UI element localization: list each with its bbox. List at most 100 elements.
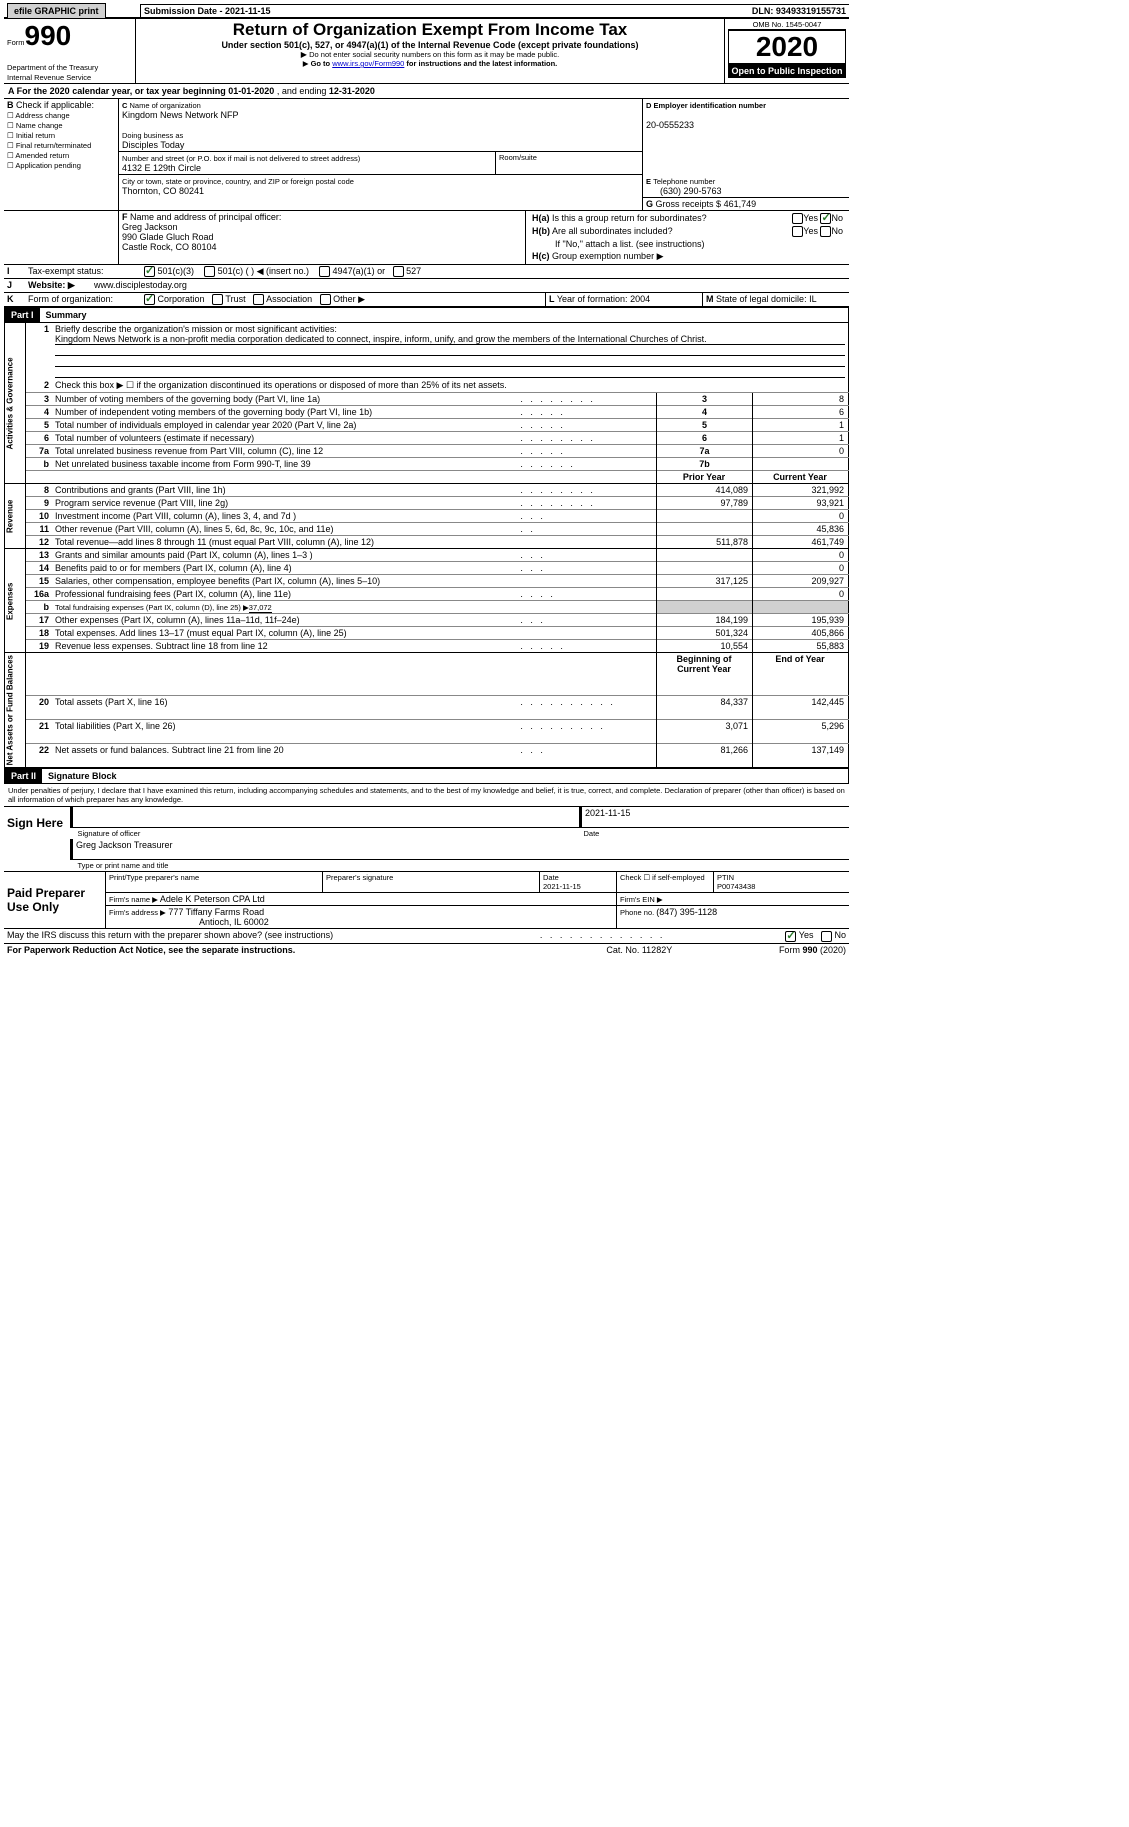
side-netassets: Net Assets or Fund Balances	[5, 653, 26, 768]
k-trust[interactable]	[212, 294, 223, 305]
addr-label: Number and street (or P.O. box if mail i…	[122, 154, 360, 163]
sign-here-block: Sign Here 2021-11-15 Signature of office…	[4, 806, 849, 872]
b-opt-4[interactable]: ☐ Amended return	[7, 151, 69, 160]
k-label: Form of organization:	[25, 293, 141, 307]
line-a: A For the 2020 calendar year, or tax yea…	[4, 84, 849, 99]
col-current-year: Current Year	[773, 472, 827, 482]
row: Program service revenue (Part VIII, line…	[52, 497, 517, 510]
form-number: 990	[25, 20, 72, 51]
firm-addr-label: Firm's address ▶	[109, 908, 166, 917]
row: Number of independent voting members of …	[52, 406, 517, 419]
hc-text: Group exemption number ▶	[552, 251, 663, 261]
line1-label: Briefly describe the organization's miss…	[55, 324, 337, 334]
b-opt-1[interactable]: ☐ Name change	[7, 121, 63, 130]
pp-name-label: Print/Type preparer's name	[109, 873, 199, 882]
hb-note: If "No," attach a list. (see instruction…	[529, 238, 846, 250]
date-label: Date	[581, 828, 850, 840]
row: Salaries, other compensation, employee b…	[52, 575, 517, 588]
b-label: Check if applicable:	[16, 100, 94, 110]
firm-phone: (847) 395-1128	[656, 907, 717, 917]
i-4947[interactable]	[319, 266, 330, 277]
m-label: State of legal domicile:	[716, 294, 809, 304]
hb-no[interactable]	[820, 226, 831, 237]
f-h-block: F Name and address of principal officer:…	[4, 211, 849, 265]
line16b-value: 37,072	[249, 603, 272, 613]
room-label: Room/suite	[496, 152, 643, 175]
firm-city: Antioch, IL 60002	[109, 917, 269, 927]
i-501c[interactable]	[204, 266, 215, 277]
hb-yes[interactable]	[792, 226, 803, 237]
website-value: www.disciplestoday.org	[91, 279, 849, 293]
col-beginning: Beginning of Current Year	[677, 654, 732, 674]
paid-preparer-label: Paid Preparer Use Only	[7, 886, 85, 914]
f-label: Name and address of principal officer:	[130, 212, 281, 222]
ptin-value: P00743438	[717, 882, 755, 891]
row: Grants and similar amounts paid (Part IX…	[52, 549, 517, 562]
row: Other revenue (Part VIII, column (A), li…	[52, 523, 517, 536]
hb-text: Are all subordinates included?	[552, 226, 673, 236]
paid-preparer-block: Paid Preparer Use Only Print/Type prepar…	[4, 872, 849, 929]
dln-value: 93493319155731	[776, 6, 846, 16]
discuss-yes[interactable]	[785, 931, 796, 942]
city-label: City or town, state or province, country…	[122, 177, 354, 186]
identity-block: B Check if applicable: ☐ Address change …	[4, 99, 849, 211]
firm-name-label: Firm's name ▶	[109, 895, 158, 904]
row: Professional fundraising fees (Part IX, …	[52, 588, 517, 601]
col-prior-year: Prior Year	[683, 472, 725, 482]
submission-label: Submission Date -	[144, 6, 225, 16]
row: Benefits paid to or for members (Part IX…	[52, 562, 517, 575]
note-1: Do not enter social security numbers on …	[139, 50, 721, 59]
part1-hdr: Part I	[5, 308, 40, 322]
row: Total assets (Part X, line 16)	[52, 695, 517, 719]
k-other[interactable]	[320, 294, 331, 305]
officer-addr2: Castle Rock, CO 80104	[122, 242, 217, 252]
efile-button[interactable]: efile GRAPHIC print	[7, 3, 106, 19]
row: Total expenses. Add lines 13–17 (must eq…	[52, 627, 517, 640]
row: Total number of individuals employed in …	[52, 419, 517, 432]
gross-value: 461,749	[724, 199, 757, 209]
form-title: Return of Organization Exempt From Incom…	[139, 20, 721, 40]
i-527[interactable]	[393, 266, 404, 277]
b-opt-2[interactable]: ☐ Initial return	[7, 131, 55, 140]
ha-text: Is this a group return for subordinates?	[552, 213, 707, 223]
ein-value: 20-0555233	[646, 120, 694, 130]
ha-no[interactable]	[820, 213, 831, 224]
firm-addr: 777 Tiffany Farms Road	[168, 907, 264, 917]
row: Number of voting members of the governin…	[52, 393, 517, 406]
irs-link[interactable]: www.irs.gov/Form990	[332, 59, 404, 68]
pp-date-value: 2021-11-15	[543, 882, 581, 891]
declaration-text: Under penalties of perjury, I declare th…	[4, 784, 849, 806]
k-corp[interactable]	[144, 294, 155, 305]
k-assoc[interactable]	[253, 294, 264, 305]
gross-label: Gross receipts $	[656, 199, 724, 209]
row: Total number of volunteers (estimate if …	[52, 432, 517, 445]
domicile-state: IL	[809, 294, 817, 304]
pra-notice: For Paperwork Reduction Act Notice, see …	[7, 945, 295, 955]
firm-ein-label: Firm's EIN ▶	[620, 895, 663, 904]
l-label: Year of formation:	[557, 294, 630, 304]
mission-text: Kingdom News Network is a non-profit med…	[55, 334, 845, 345]
pp-date-label: Date	[543, 873, 559, 882]
col-endyear: End of Year	[775, 654, 824, 664]
side-activities: Activities & Governance	[5, 323, 26, 484]
firm-phone-label: Phone no.	[620, 908, 656, 917]
firm-name: Adele K Peterson CPA Ltd	[160, 894, 265, 904]
note-2: ▶ Go to www.irs.gov/Form990 for instruct…	[139, 59, 721, 68]
sign-date: 2021-11-15	[581, 807, 850, 828]
b-opt-5[interactable]: ☐ Application pending	[7, 161, 81, 170]
part1-table: Activities & Governance 1 Briefly descri…	[4, 323, 849, 768]
org-name: Kingdom News Network NFP	[122, 110, 239, 120]
i-501c3[interactable]	[144, 266, 155, 277]
pp-selfemployed[interactable]: Check ☐ if self-employed	[617, 872, 714, 893]
dba-label: Doing business as	[122, 131, 183, 140]
row: Investment income (Part VIII, column (A)…	[52, 510, 517, 523]
discuss-no[interactable]	[821, 931, 832, 942]
top-bar: efile GRAPHIC print Submission Date - 20…	[4, 4, 849, 18]
i-label: Tax-exempt status:	[25, 265, 141, 279]
b-opt-3[interactable]: ☐ Final return/terminated	[7, 141, 91, 150]
ha-yes[interactable]	[792, 213, 803, 224]
row: Revenue less expenses. Subtract line 18 …	[52, 640, 517, 653]
b-opt-0[interactable]: ☐ Address change	[7, 111, 70, 120]
j-label: Website: ▶	[28, 280, 75, 290]
form-subtitle: Under section 501(c), 527, or 4947(a)(1)…	[139, 40, 721, 50]
